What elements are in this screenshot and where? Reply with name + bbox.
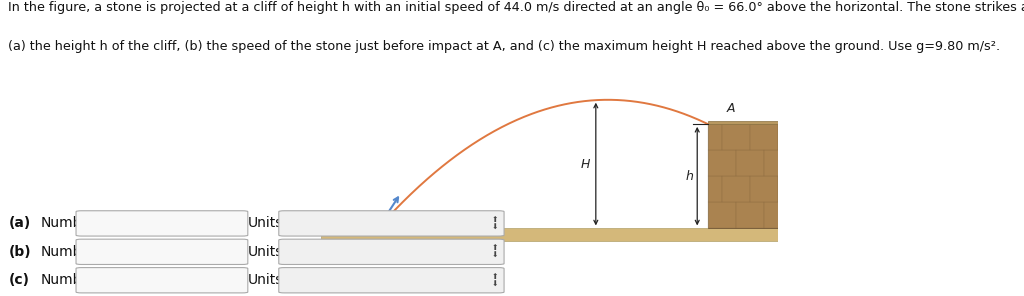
Bar bbox=[708, 124, 722, 150]
FancyBboxPatch shape bbox=[279, 268, 504, 293]
Text: ⬆
⬇: ⬆ ⬇ bbox=[492, 272, 498, 288]
Bar bbox=[722, 124, 750, 150]
FancyBboxPatch shape bbox=[76, 239, 248, 265]
Text: (b): (b) bbox=[8, 244, 31, 259]
Text: A: A bbox=[727, 102, 735, 115]
Bar bbox=[722, 176, 750, 202]
Text: Units: Units bbox=[248, 273, 284, 287]
Text: Units: Units bbox=[248, 216, 284, 230]
Text: Units: Units bbox=[248, 244, 284, 259]
Text: ⬆
⬇: ⬆ ⬇ bbox=[492, 215, 498, 231]
Text: (a): (a) bbox=[8, 216, 31, 230]
FancyBboxPatch shape bbox=[76, 268, 248, 293]
Text: In the figure, a stone is projected at a cliff of height h with an initial speed: In the figure, a stone is projected at a… bbox=[8, 1, 1024, 15]
Bar bbox=[764, 150, 793, 176]
Bar bbox=[764, 202, 793, 228]
Bar bbox=[708, 150, 736, 176]
Bar bbox=[736, 150, 764, 176]
Text: Number: Number bbox=[41, 216, 96, 230]
Bar bbox=[708, 121, 793, 124]
Text: $\theta_0$: $\theta_0$ bbox=[402, 211, 416, 224]
Bar bbox=[778, 124, 793, 150]
Bar bbox=[750, 176, 778, 202]
Bar bbox=[736, 202, 764, 228]
Bar bbox=[778, 176, 793, 202]
Bar bbox=[750, 124, 778, 150]
Bar bbox=[708, 124, 793, 228]
Bar bbox=[708, 202, 736, 228]
Text: ⬆
⬇: ⬆ ⬇ bbox=[492, 243, 498, 260]
Text: H: H bbox=[581, 157, 590, 170]
Text: Number: Number bbox=[41, 273, 96, 287]
FancyBboxPatch shape bbox=[279, 239, 504, 265]
Bar bbox=[708, 176, 722, 202]
FancyBboxPatch shape bbox=[76, 211, 248, 236]
FancyBboxPatch shape bbox=[279, 211, 504, 236]
Text: Number: Number bbox=[41, 244, 96, 259]
Text: (a) the height h of the cliff, (b) the speed of the stone just before impact at : (a) the height h of the cliff, (b) the s… bbox=[8, 40, 1000, 53]
Text: h: h bbox=[686, 170, 693, 183]
Bar bbox=[322, 228, 802, 241]
Text: (c): (c) bbox=[8, 273, 30, 287]
